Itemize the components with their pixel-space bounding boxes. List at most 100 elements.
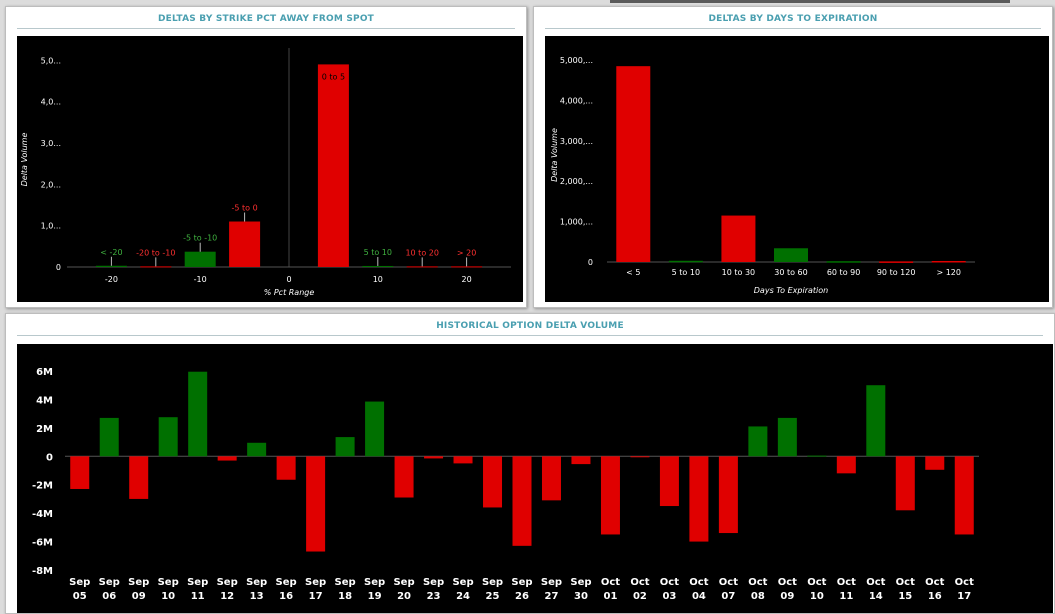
x-tick-label-month: Sep bbox=[335, 577, 356, 588]
history-panel: HISTORICAL OPTION DELTA VOLUME -8M -6M -4M… bbox=[5, 313, 1055, 614]
x-tick-label-day: 13 bbox=[250, 591, 264, 602]
y-tick-label: 6M bbox=[36, 367, 53, 378]
x-tick-label-month: Sep bbox=[99, 577, 120, 588]
x-tick-label-month: Oct bbox=[748, 577, 767, 588]
bar bbox=[954, 456, 974, 535]
y-tick-label: 4,000,... bbox=[560, 96, 593, 105]
x-tick-label: > 120 bbox=[936, 268, 961, 277]
x-tick-label-month: Oct bbox=[866, 577, 885, 588]
y-tick-label: -6M bbox=[32, 538, 53, 549]
x-tick-label-month: Sep bbox=[364, 577, 385, 588]
x-tick-label-month: Oct bbox=[955, 577, 974, 588]
bar-data-label: 10 to 20 bbox=[405, 248, 438, 257]
y-tick-label: 2,0... bbox=[41, 180, 61, 189]
bar bbox=[630, 456, 650, 458]
bar bbox=[99, 417, 119, 457]
x-tick-label-day: 12 bbox=[220, 591, 234, 602]
y-tick-label: -4M bbox=[32, 509, 53, 520]
x-tick-label-day: 10 bbox=[810, 591, 824, 602]
bar-data-label: -5 to -10 bbox=[183, 234, 217, 243]
y-tick-label: 2M bbox=[36, 424, 53, 435]
x-tick-label-month: Oct bbox=[630, 577, 649, 588]
bar bbox=[406, 266, 438, 268]
bar bbox=[512, 456, 532, 546]
x-tick-label-day: 06 bbox=[102, 591, 116, 602]
y-tick-label: 5,0... bbox=[41, 56, 61, 65]
bar bbox=[276, 456, 296, 480]
x-tick-label-day: 07 bbox=[721, 591, 735, 602]
bar bbox=[826, 261, 861, 263]
strike-chart-area: 0 1,0... 2,0... 3,0... 4,0... 5,0... -20 -10 0 10… bbox=[17, 36, 523, 302]
bar bbox=[453, 456, 473, 464]
bar bbox=[70, 456, 90, 489]
x-tick-label-month: Sep bbox=[482, 577, 503, 588]
x-tick-label-day: 08 bbox=[751, 591, 765, 602]
strike-title-rule bbox=[17, 28, 515, 29]
bar bbox=[836, 456, 856, 474]
bar bbox=[217, 456, 237, 461]
x-tick-label-month: Oct bbox=[837, 577, 856, 588]
x-tick-label-day: 18 bbox=[338, 591, 352, 602]
history-chart: -8M -6M -4M -2M 0 2M 4M 6M Sep 05 Sep 06 Sep 09 Sep 10 S… bbox=[32, 367, 979, 602]
y-tick-label: 3,000,... bbox=[560, 137, 593, 146]
bar bbox=[659, 456, 679, 507]
x-tick-label-day: 11 bbox=[191, 591, 205, 602]
y-tick-label: 1,0... bbox=[41, 222, 61, 231]
x-tick-label-day: 05 bbox=[73, 591, 87, 602]
x-tick-label-day: 16 bbox=[279, 591, 293, 602]
bar bbox=[129, 456, 149, 499]
y-tick-label: 0 bbox=[588, 258, 593, 267]
x-tick-label-month: Sep bbox=[570, 577, 591, 588]
x-tick-label-day: 23 bbox=[427, 591, 441, 602]
x-tick-label-month: Sep bbox=[217, 577, 238, 588]
x-tick-label-month: Oct bbox=[719, 577, 738, 588]
bar bbox=[718, 456, 738, 534]
bar-data-label: > 20 bbox=[457, 248, 476, 257]
bar bbox=[689, 456, 709, 542]
x-tick-label-day: 10 bbox=[161, 591, 175, 602]
bar-data-label: -5 to 0 bbox=[232, 204, 258, 213]
x-axis-title: % Pct Range bbox=[264, 288, 315, 297]
x-tick-label: 5 to 10 bbox=[672, 268, 700, 277]
x-tick-label-month: Sep bbox=[452, 577, 473, 588]
x-tick-label: < 5 bbox=[626, 268, 640, 277]
bar bbox=[600, 456, 620, 535]
x-tick-label-month: Sep bbox=[246, 577, 267, 588]
bar bbox=[158, 417, 178, 457]
x-tick-label-month: Sep bbox=[158, 577, 179, 588]
x-tick-label-month: Oct bbox=[689, 577, 708, 588]
x-tick-label-month: Oct bbox=[660, 577, 679, 588]
y-tick-label: -8M bbox=[32, 566, 53, 577]
bar bbox=[335, 437, 355, 457]
x-tick-label-month: Sep bbox=[511, 577, 532, 588]
dte-panel-title: DELTAS BY DAYS TO EXPIRATION bbox=[708, 14, 878, 24]
x-tick-label: -20 bbox=[105, 275, 118, 284]
y-tick-label: 4M bbox=[36, 395, 53, 406]
bar bbox=[925, 456, 945, 470]
x-tick-label-day: 15 bbox=[898, 591, 912, 602]
x-tick-label-day: 09 bbox=[132, 591, 146, 602]
bar bbox=[616, 66, 651, 262]
bar bbox=[879, 261, 914, 263]
x-tick-label: 10 to 30 bbox=[722, 268, 755, 277]
bar bbox=[668, 260, 703, 263]
x-tick-label-month: Sep bbox=[187, 577, 208, 588]
x-tick-label-day: 20 bbox=[397, 591, 411, 602]
bar bbox=[140, 266, 172, 268]
bar-data-label: 0 to 5 bbox=[322, 72, 345, 81]
x-axis-title: Days To Expiration bbox=[754, 286, 828, 295]
y-tick-label: 1,000,... bbox=[560, 218, 593, 227]
bar bbox=[188, 371, 208, 457]
bar bbox=[229, 221, 261, 267]
bar bbox=[866, 385, 886, 457]
x-tick-label: 90 to 120 bbox=[877, 268, 916, 277]
x-tick-label: 0 bbox=[286, 275, 291, 284]
x-tick-label-day: 16 bbox=[928, 591, 942, 602]
bar bbox=[451, 266, 483, 268]
y-tick-label: 0 bbox=[56, 263, 61, 272]
x-tick-label-day: 17 bbox=[309, 591, 323, 602]
y-tick-label: 2,000,... bbox=[560, 177, 593, 186]
x-tick-label-day: 04 bbox=[692, 591, 706, 602]
dte-chart-area: 0 1,000,... 2,000,... 3,000,... 4,000,... 5,0… bbox=[545, 36, 1049, 302]
bar bbox=[748, 426, 768, 457]
